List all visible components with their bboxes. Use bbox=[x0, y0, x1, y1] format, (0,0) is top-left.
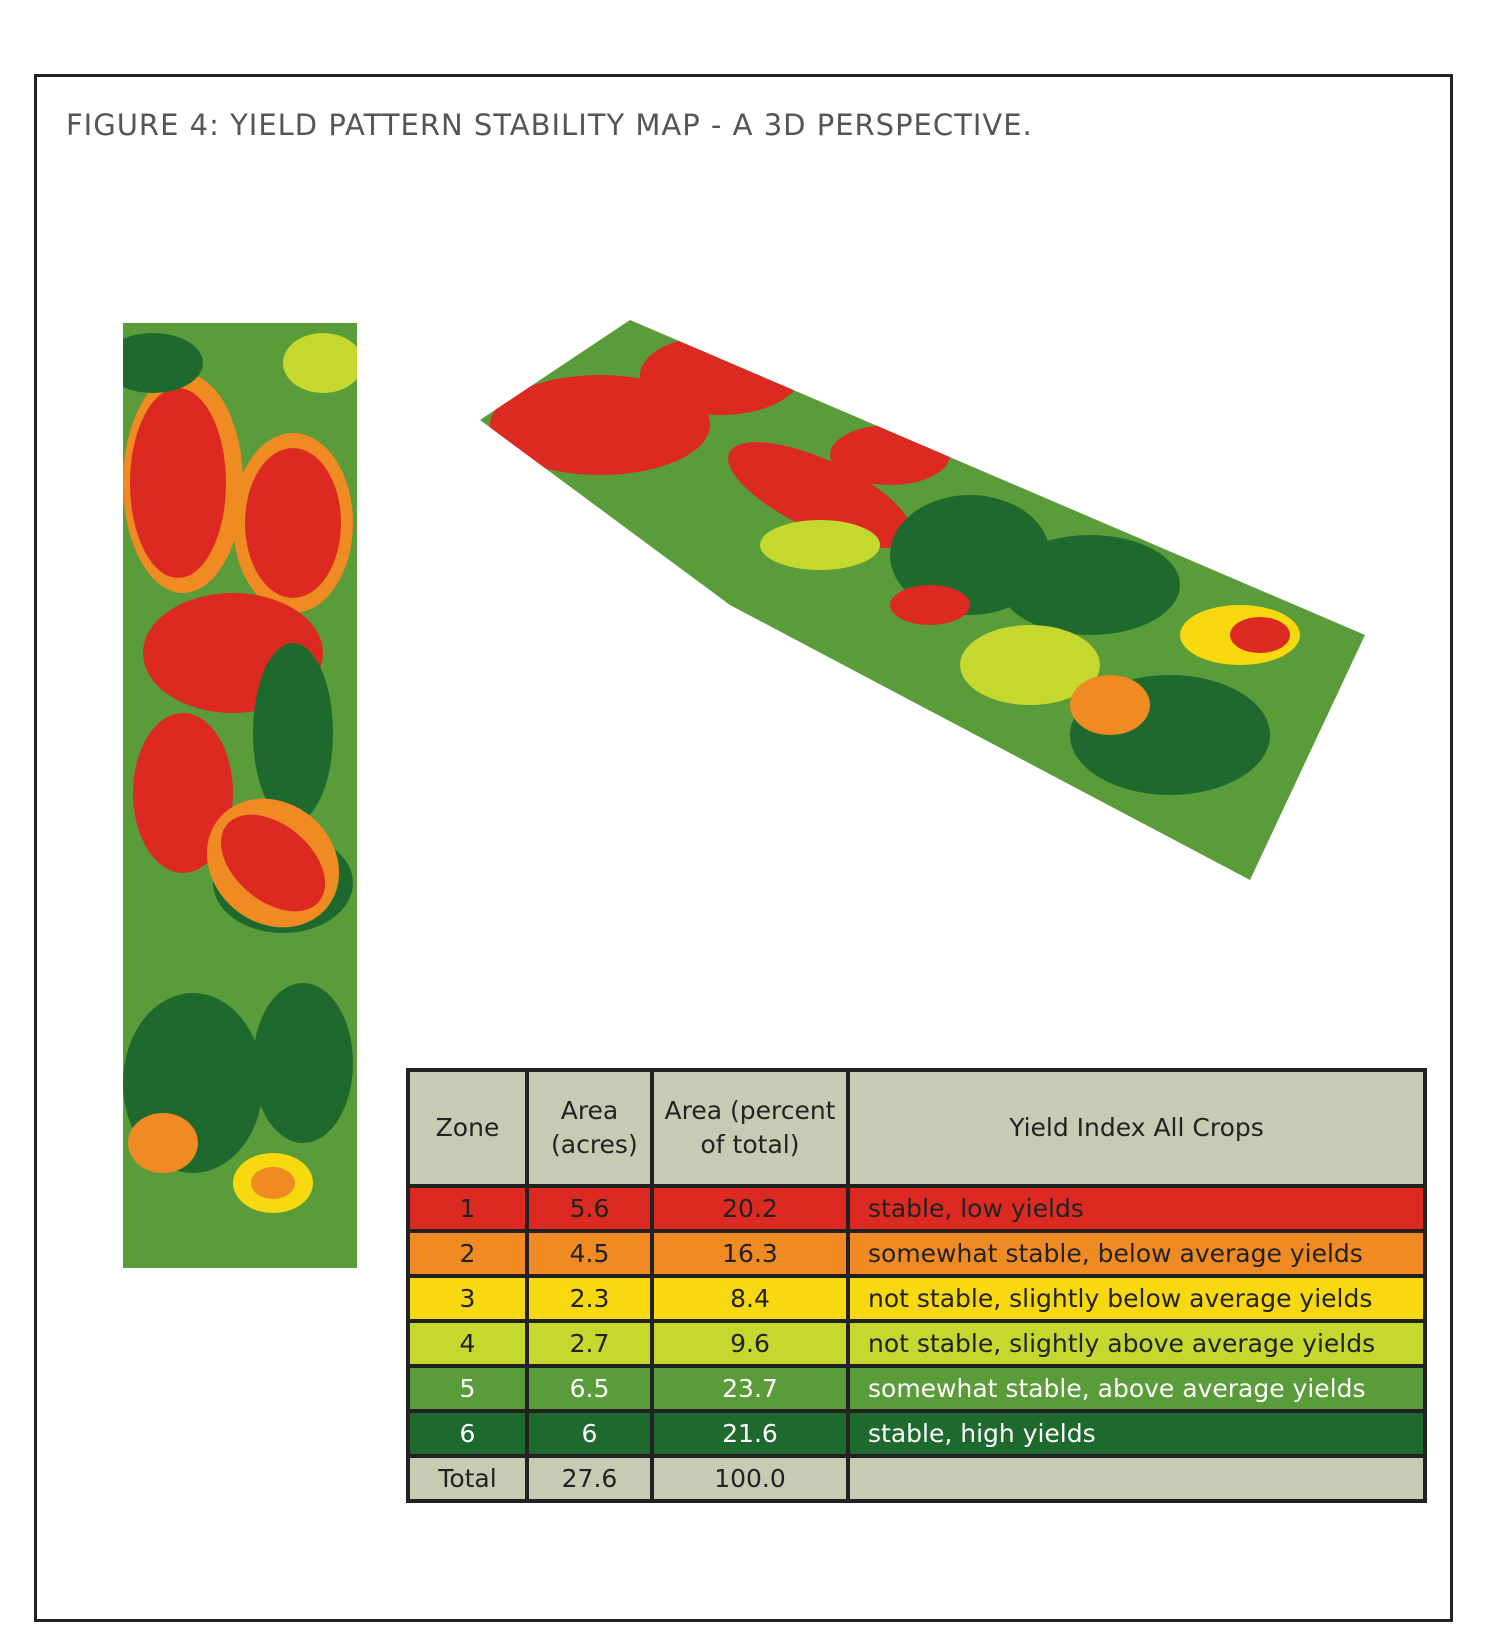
value-cell: Total bbox=[406, 1454, 529, 1503]
value-cell: 2.7 bbox=[525, 1319, 654, 1368]
value-cell: 16.3 bbox=[650, 1229, 850, 1278]
value-cell: 4 bbox=[406, 1319, 529, 1368]
description-cell: not stable, slightly below average yield… bbox=[846, 1274, 1427, 1323]
value-cell: 1 bbox=[406, 1184, 529, 1233]
table-row: 6 6 21.6 stable, high yields bbox=[406, 1409, 1427, 1458]
table-row: 3 2.3 8.4 not stable, slightly below averag… bbox=[406, 1274, 1427, 1323]
value-cell: 5 bbox=[406, 1364, 529, 1413]
figure-title: FIGURE 4: YIELD PATTERN STABILITY MAP - … bbox=[66, 108, 1033, 142]
value-cell: 6 bbox=[406, 1409, 529, 1458]
value-cell: 2 bbox=[406, 1229, 529, 1278]
value-cell: 3 bbox=[406, 1274, 529, 1323]
description-cell: somewhat stable, below average yields bbox=[846, 1229, 1427, 1278]
value-cell: 6.5 bbox=[525, 1364, 654, 1413]
value-cell: 23.7 bbox=[650, 1364, 850, 1413]
table-row: 1 5.6 20.2 stable, low yields bbox=[406, 1184, 1427, 1233]
yield-map-3d bbox=[480, 320, 1365, 880]
table-row: Total 27.6 100.0 bbox=[406, 1454, 1427, 1503]
figure-frame bbox=[34, 74, 1453, 1622]
value-cell: 4.5 bbox=[525, 1229, 654, 1278]
description-cell: stable, high yields bbox=[846, 1409, 1427, 1458]
header-cell: Area (percent of total) bbox=[650, 1068, 850, 1188]
description-cell: somewhat stable, above average yields bbox=[846, 1364, 1427, 1413]
value-cell: 21.6 bbox=[650, 1409, 850, 1458]
description-cell: stable, low yields bbox=[846, 1184, 1427, 1233]
table-row: 4 2.7 9.6 not stable, slightly above averag… bbox=[406, 1319, 1427, 1368]
header-cell: Zone bbox=[406, 1068, 529, 1188]
table-row: 2 4.5 16.3 somewhat stable, below average y… bbox=[406, 1229, 1427, 1278]
header-row: Zone Area (acres) Area (percent of total) Y… bbox=[406, 1068, 1427, 1188]
value-cell: 2.3 bbox=[525, 1274, 654, 1323]
zone-table: Zone Area (acres) Area (percent of total) Y… bbox=[406, 1068, 1427, 1503]
description-cell bbox=[846, 1454, 1427, 1503]
value-cell: 20.2 bbox=[650, 1184, 850, 1233]
yield-map-2d bbox=[123, 323, 357, 1268]
value-cell: 5.6 bbox=[525, 1184, 654, 1233]
value-cell: 8.4 bbox=[650, 1274, 850, 1323]
value-cell: 27.6 bbox=[525, 1454, 654, 1503]
value-cell: 100.0 bbox=[650, 1454, 850, 1503]
value-cell: 9.6 bbox=[650, 1319, 850, 1368]
header-cell: Yield Index All Crops bbox=[846, 1068, 1427, 1188]
description-cell: not stable, slightly above average yield… bbox=[846, 1319, 1427, 1368]
value-cell: 6 bbox=[525, 1409, 654, 1458]
header-cell: Area (acres) bbox=[525, 1068, 654, 1188]
table-row: 5 6.5 23.7 somewhat stable, above average y… bbox=[406, 1364, 1427, 1413]
